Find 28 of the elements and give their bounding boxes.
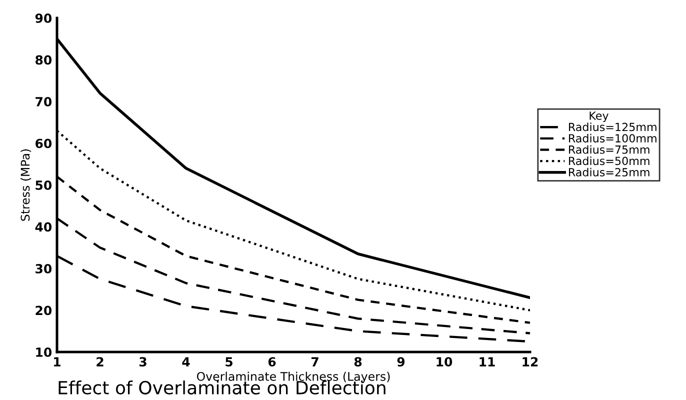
legend-label: Radius=25mm — [569, 168, 650, 176]
y-axis-title: Stress (MPa) — [20, 149, 32, 221]
legend-label: Radius=50mm — [569, 156, 650, 166]
y-tick-label: 60 — [36, 138, 52, 148]
legend-label: Radius=125mm — [569, 122, 656, 132]
y-tick-label: 70 — [36, 96, 52, 106]
y-tick-label: 80 — [36, 55, 52, 65]
y-tick-label: 50 — [36, 180, 52, 190]
x-tick-label: 2 — [96, 357, 104, 366]
y-tick-label: 20 — [36, 306, 52, 316]
legend-label: Radius=75mm — [569, 145, 650, 154]
x-tick-label: 1 — [54, 357, 60, 366]
x-tick-label: 12 — [522, 357, 538, 366]
x-tick-label: 9 — [397, 357, 405, 367]
x-tick-label: 8 — [354, 357, 362, 367]
x-tick-label: 5 — [226, 357, 232, 367]
x-tick-label: 11 — [480, 357, 495, 366]
x-tick-label: 7 — [311, 357, 318, 366]
legend-title: Key — [590, 112, 608, 122]
x-tick-label: 3 — [139, 357, 146, 367]
x-tick-label: 6 — [268, 357, 276, 367]
y-tick-label: 10 — [36, 347, 52, 357]
y-tick-label: 90 — [35, 13, 52, 23]
legend-label: Radius=100mm — [569, 134, 656, 142]
y-tick-label: 30 — [36, 264, 52, 274]
y-tick-label: 40 — [35, 222, 52, 232]
x-tick-label: 10 — [436, 357, 452, 367]
x-tick-label: 4 — [182, 357, 190, 366]
